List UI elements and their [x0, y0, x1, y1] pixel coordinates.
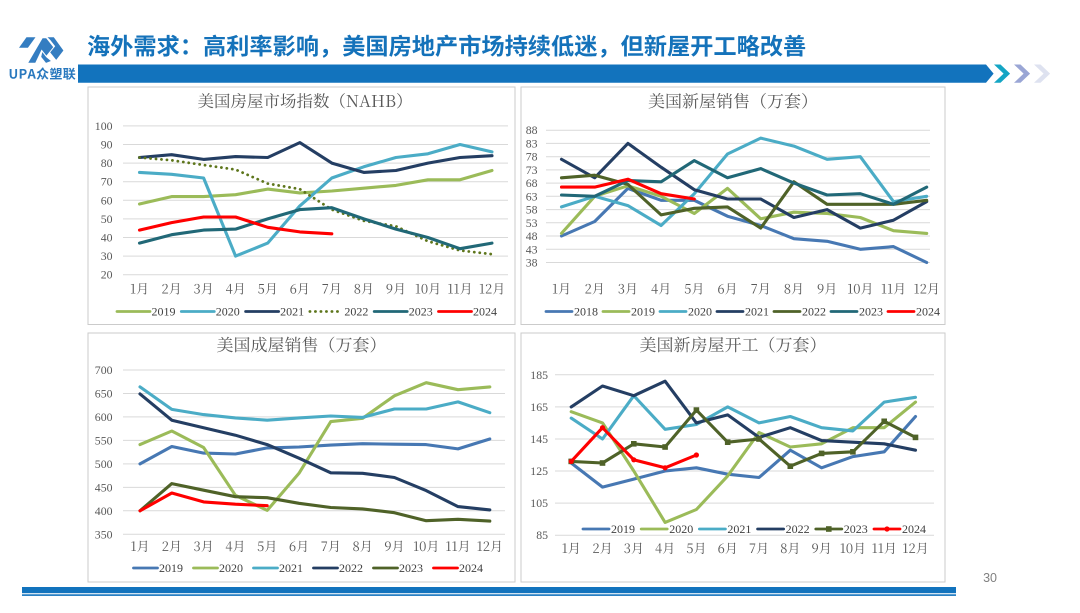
svg-text:500: 500 — [95, 457, 113, 471]
svg-text:2022: 2022 — [802, 305, 826, 319]
svg-text:165: 165 — [530, 400, 548, 414]
svg-text:73: 73 — [526, 163, 538, 177]
svg-text:2020: 2020 — [669, 522, 693, 536]
svg-text:185: 185 — [530, 368, 548, 382]
svg-text:125: 125 — [530, 464, 548, 478]
svg-text:2023: 2023 — [399, 561, 423, 575]
svg-text:2020: 2020 — [216, 305, 240, 319]
svg-text:2022: 2022 — [786, 522, 810, 536]
svg-text:2022: 2022 — [339, 561, 363, 575]
svg-text:350: 350 — [95, 527, 113, 541]
svg-text:2019: 2019 — [159, 561, 183, 575]
svg-text:2021: 2021 — [745, 305, 769, 319]
svg-text:550: 550 — [95, 433, 113, 447]
svg-text:48: 48 — [526, 229, 538, 243]
svg-text:20: 20 — [101, 268, 113, 282]
svg-text:83: 83 — [526, 136, 538, 150]
svg-text:400: 400 — [95, 504, 113, 518]
svg-text:2018: 2018 — [574, 305, 598, 319]
svg-text:70: 70 — [101, 175, 113, 189]
svg-text:2023: 2023 — [844, 522, 868, 536]
svg-text:105: 105 — [530, 496, 548, 510]
svg-text:145: 145 — [530, 432, 548, 446]
svg-text:58: 58 — [526, 203, 538, 217]
svg-text:2023: 2023 — [409, 305, 433, 319]
svg-text:38: 38 — [526, 256, 538, 270]
svg-text:2019: 2019 — [631, 305, 655, 319]
svg-text:650: 650 — [95, 387, 113, 401]
svg-text:2022: 2022 — [344, 305, 368, 319]
svg-text:2020: 2020 — [688, 305, 712, 319]
svg-text:2019: 2019 — [611, 522, 635, 536]
svg-text:80: 80 — [101, 156, 113, 170]
svg-text:600: 600 — [95, 410, 113, 424]
svg-text:2024: 2024 — [916, 305, 940, 319]
svg-text:2024: 2024 — [902, 522, 926, 536]
svg-text:700: 700 — [95, 363, 113, 377]
svg-text:2021: 2021 — [280, 305, 304, 319]
svg-text:2019: 2019 — [152, 305, 176, 319]
svg-text:68: 68 — [526, 176, 538, 190]
svg-text:85: 85 — [536, 528, 548, 542]
svg-text:2024: 2024 — [459, 561, 483, 575]
svg-text:88: 88 — [526, 123, 538, 137]
svg-text:63: 63 — [526, 189, 538, 203]
svg-text:30: 30 — [983, 571, 997, 585]
svg-text:2024: 2024 — [473, 305, 497, 319]
svg-text:90: 90 — [101, 138, 113, 152]
svg-text:60: 60 — [101, 193, 113, 207]
svg-text:2020: 2020 — [219, 561, 243, 575]
svg-text:53: 53 — [526, 216, 538, 230]
svg-text:78: 78 — [526, 150, 538, 164]
svg-text:50: 50 — [101, 212, 113, 226]
svg-text:30: 30 — [101, 249, 113, 263]
svg-text:450: 450 — [95, 480, 113, 494]
svg-text:40: 40 — [101, 231, 113, 245]
svg-text:43: 43 — [526, 242, 538, 256]
svg-text:2023: 2023 — [859, 305, 883, 319]
svg-text:100: 100 — [95, 119, 113, 133]
svg-text:2021: 2021 — [279, 561, 303, 575]
svg-text:2021: 2021 — [727, 522, 751, 536]
